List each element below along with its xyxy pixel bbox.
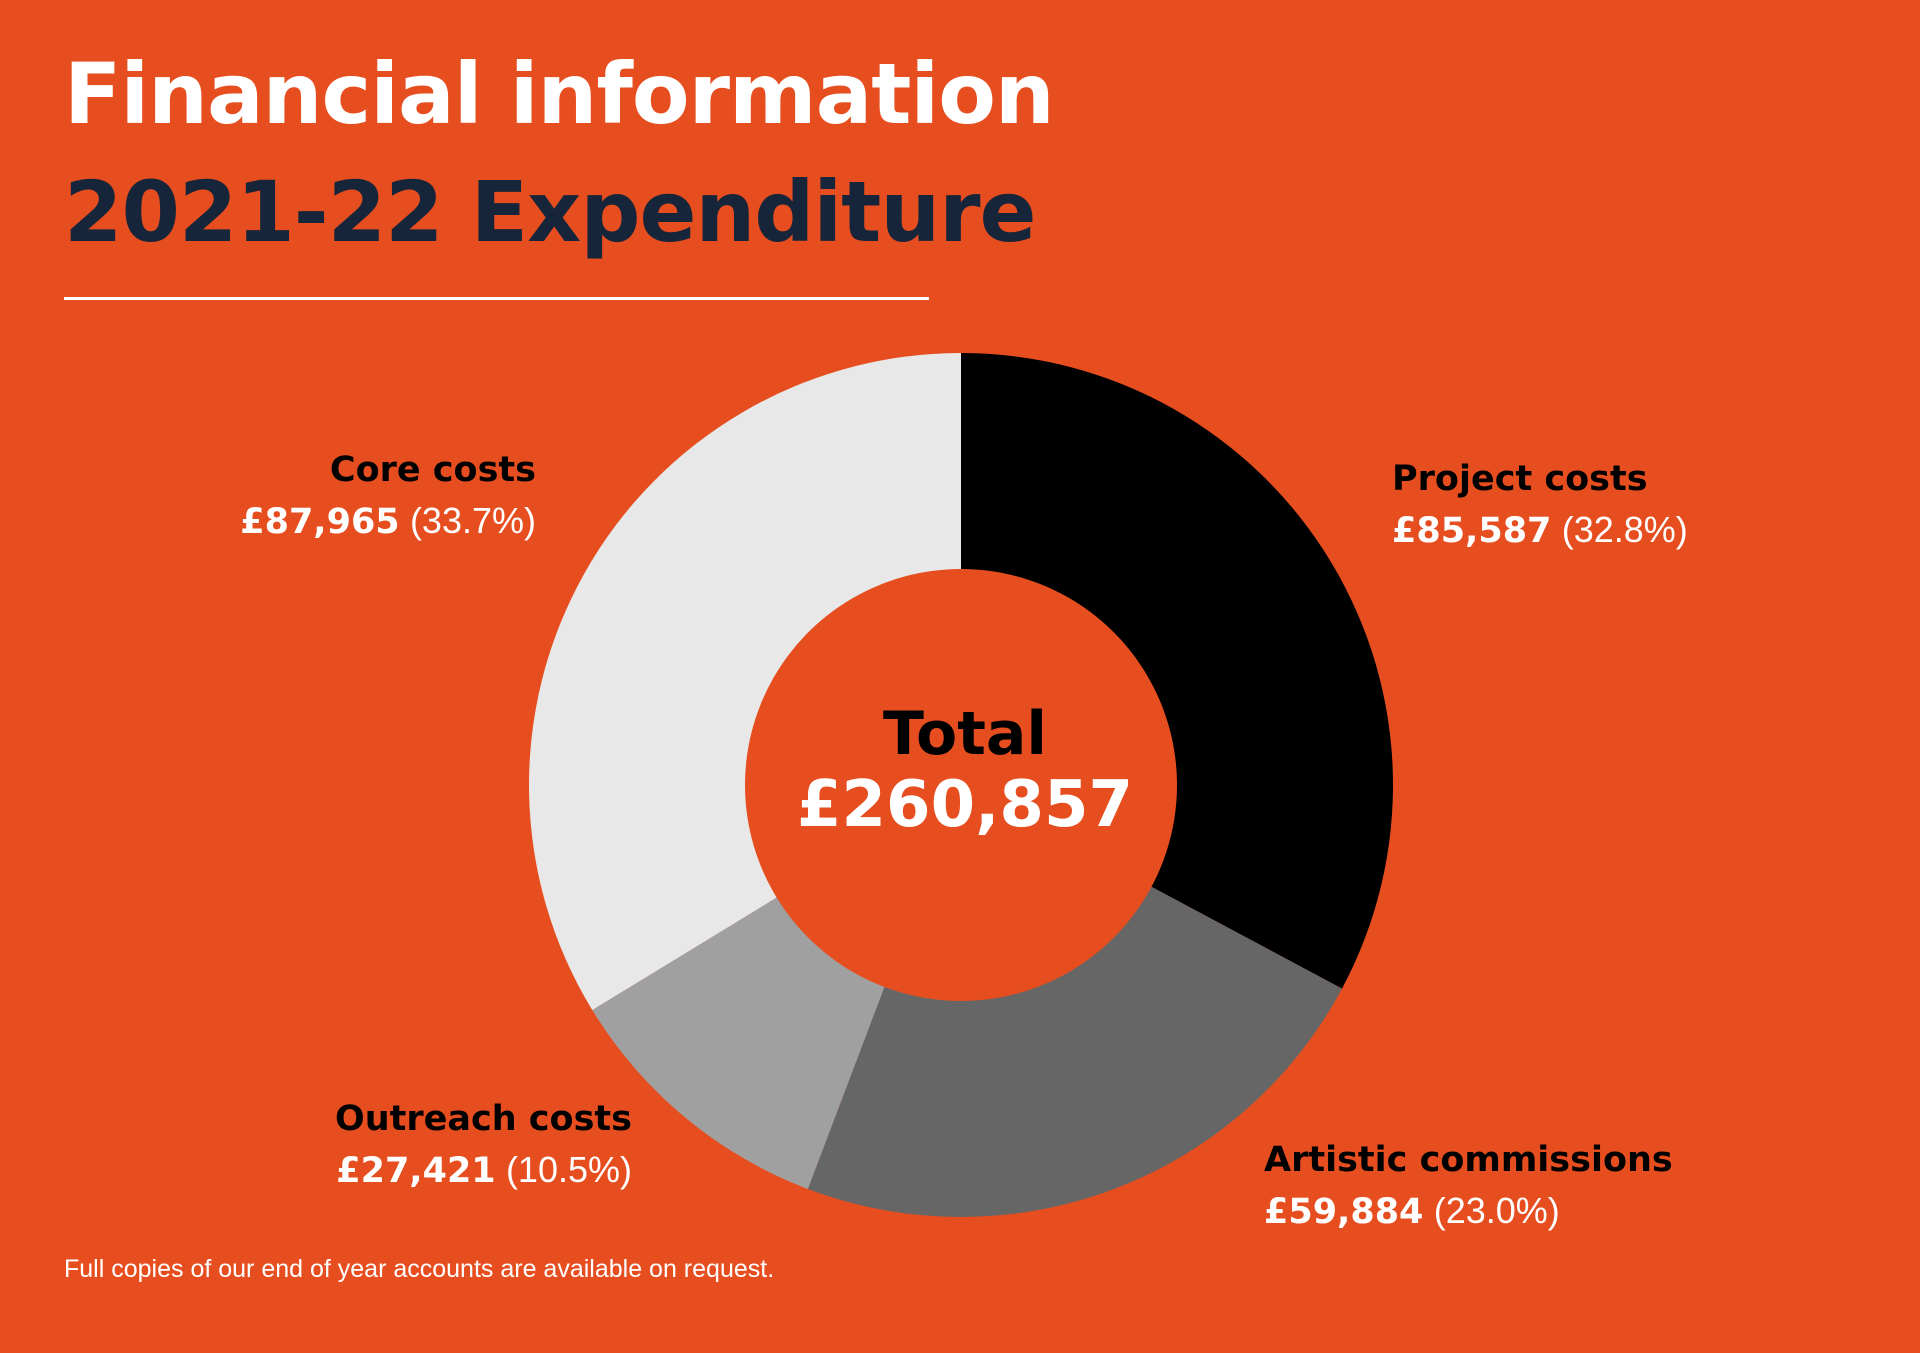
donut-segment-artistic-commissions [807, 886, 1343, 1217]
segment-name: Core costs [329, 450, 536, 490]
segment-name: Project costs [1392, 459, 1648, 499]
segment-value: £87,965 [240, 502, 400, 542]
segment-name: Outreach costs [334, 1099, 632, 1139]
segment-value: £59,884 [1264, 1192, 1424, 1232]
segment-name: Artistic commissions [1264, 1140, 1673, 1180]
label-artistic-commissions: Artistic commissions £59,884 (23.0%) [1264, 1136, 1673, 1237]
title-divider [64, 297, 929, 300]
total-title: Total [883, 699, 1047, 769]
segment-value: £85,587 [1392, 511, 1552, 551]
label-core-costs: Core costs £87,965 (33.7%) [140, 446, 536, 547]
label-project-costs: Project costs £85,587 (32.8%) [1392, 455, 1688, 556]
page-subtitle: 2021-22 Expenditure [64, 163, 1037, 261]
donut-segment-project-costs [961, 353, 1393, 989]
donut-segment-core-costs [528, 353, 961, 1011]
page-title: Financial information [64, 45, 1055, 143]
donut-center-label: Total £260,857 [740, 700, 1190, 843]
label-outreach-costs: Outreach costs £27,421 (10.5%) [232, 1095, 632, 1196]
segment-percent: (33.7%) [409, 500, 536, 541]
segment-percent: (32.8%) [1561, 509, 1688, 550]
donut-segment-outreach-costs [592, 897, 885, 1189]
segment-percent: (23.0%) [1433, 1190, 1560, 1231]
segment-value: £27,421 [336, 1151, 496, 1191]
segment-percent: (10.5%) [505, 1149, 632, 1190]
footnote: Full copies of our end of year accounts … [64, 1255, 775, 1283]
total-value: £260,857 [796, 768, 1134, 842]
